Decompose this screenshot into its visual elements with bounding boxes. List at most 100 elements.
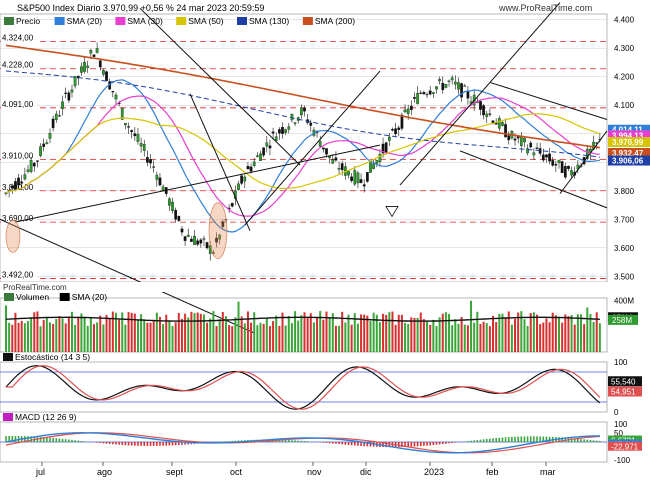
price-candle [54,113,58,120]
value-badge [608,155,650,166]
macd-histogram-bar [451,442,453,444]
volume-bar [111,311,114,352]
volume-bar [118,319,121,352]
macd-histogram-bar [353,442,356,446]
macd-histogram-bar [187,442,190,445]
volume-bar [504,317,507,352]
macd-histogram-bar [498,437,501,442]
volume-bar [441,313,444,352]
volume-bar [140,314,143,352]
value-badge-text: 3.994,13 [612,131,644,140]
price-candle [95,48,99,53]
volume-bar [561,322,564,352]
macd-histogram-bar [416,442,419,447]
price-candle [453,81,457,85]
volume-bar [353,313,356,352]
price-candle [300,107,303,116]
price-candle [196,240,200,245]
macd-histogram-bar [137,442,139,446]
volume-bar [548,322,551,352]
price-candle [29,159,33,172]
price-candle [36,160,39,162]
volume-bar [573,324,576,352]
price-candle [133,133,137,137]
value-badge-text: 4.014,11 [612,126,643,135]
price-candle [249,166,253,172]
price-candle [243,176,247,182]
volume-bar [350,324,353,352]
volume-bar [536,314,539,352]
macd-histogram-bar [429,442,431,446]
volume-bar [319,310,322,352]
volume-bar [545,318,548,352]
macd-histogram-bar [595,440,598,442]
volume-bar [341,311,344,352]
volume-bar [290,323,293,352]
price-candle [441,82,445,91]
volume-bar [149,322,152,352]
macd-histogram-bar [548,436,551,442]
volume-bar [48,322,51,352]
volume-bar [567,316,570,352]
level-label-bg [1,33,37,43]
price-candle [290,113,294,121]
price-candle [20,181,24,184]
level-label: 3.492,00 [2,271,34,280]
volume-bar [278,325,281,352]
macd-histogram-bar [517,436,519,442]
price-candle [284,129,287,133]
site-label[interactable]: www.ProRealTime.com [499,3,593,13]
macd-histogram-bar [341,442,344,445]
price-candle [158,177,162,186]
volume-bar [67,316,70,352]
volume-bar [473,322,476,352]
macd-histogram-bar [74,440,76,442]
price-axis-tick: 3.800 [614,187,635,196]
price-candle [551,160,555,166]
value-badge-text: 3.906,06 [612,157,644,166]
macd-histogram-bar [448,442,450,444]
price-candle [460,83,463,98]
price-candle [180,228,184,233]
volume-bar [375,314,378,352]
price-candle [45,142,49,145]
macd-histogram-bar [162,442,164,446]
price-candle [391,129,394,131]
panel-separator [0,282,650,292]
price-candle [516,136,520,139]
volume-bar [542,322,545,352]
panel-frame [0,361,608,413]
volume-bar [454,319,457,352]
level-label: 4.324,00 [2,33,34,42]
price-candle [262,147,266,156]
sma-30-line [5,95,600,217]
volume-bar [265,318,268,352]
price-candle [387,136,391,141]
price-candle [431,92,435,94]
price-candle [205,242,209,249]
macd-histogram-bar [586,439,589,442]
level-label-bg [1,270,37,280]
volume-bar [328,317,331,352]
price-candle [419,92,423,94]
macd-histogram-bar [14,435,17,442]
volume-bar [23,323,26,352]
price-candle [557,159,561,163]
volume-bar [218,319,221,352]
macd-histogram-bar [432,442,435,446]
macd-line [5,431,600,454]
price-axis-tick: 3.500 [614,272,635,281]
volume-bar [256,325,259,352]
macd-histogram-bar [152,442,155,446]
volume-bar [413,317,416,352]
legend-swatch [115,17,126,25]
price-axis-tick: 4.100 [614,101,635,110]
volume-bar [215,326,218,352]
price-candle [394,128,397,135]
volume-bar [133,313,136,352]
macd-histogram-bar [401,442,403,448]
macd-histogram-bar [577,438,579,442]
macd-histogram-bar [134,442,136,446]
price-candle [281,127,284,134]
price-candle [567,165,570,169]
